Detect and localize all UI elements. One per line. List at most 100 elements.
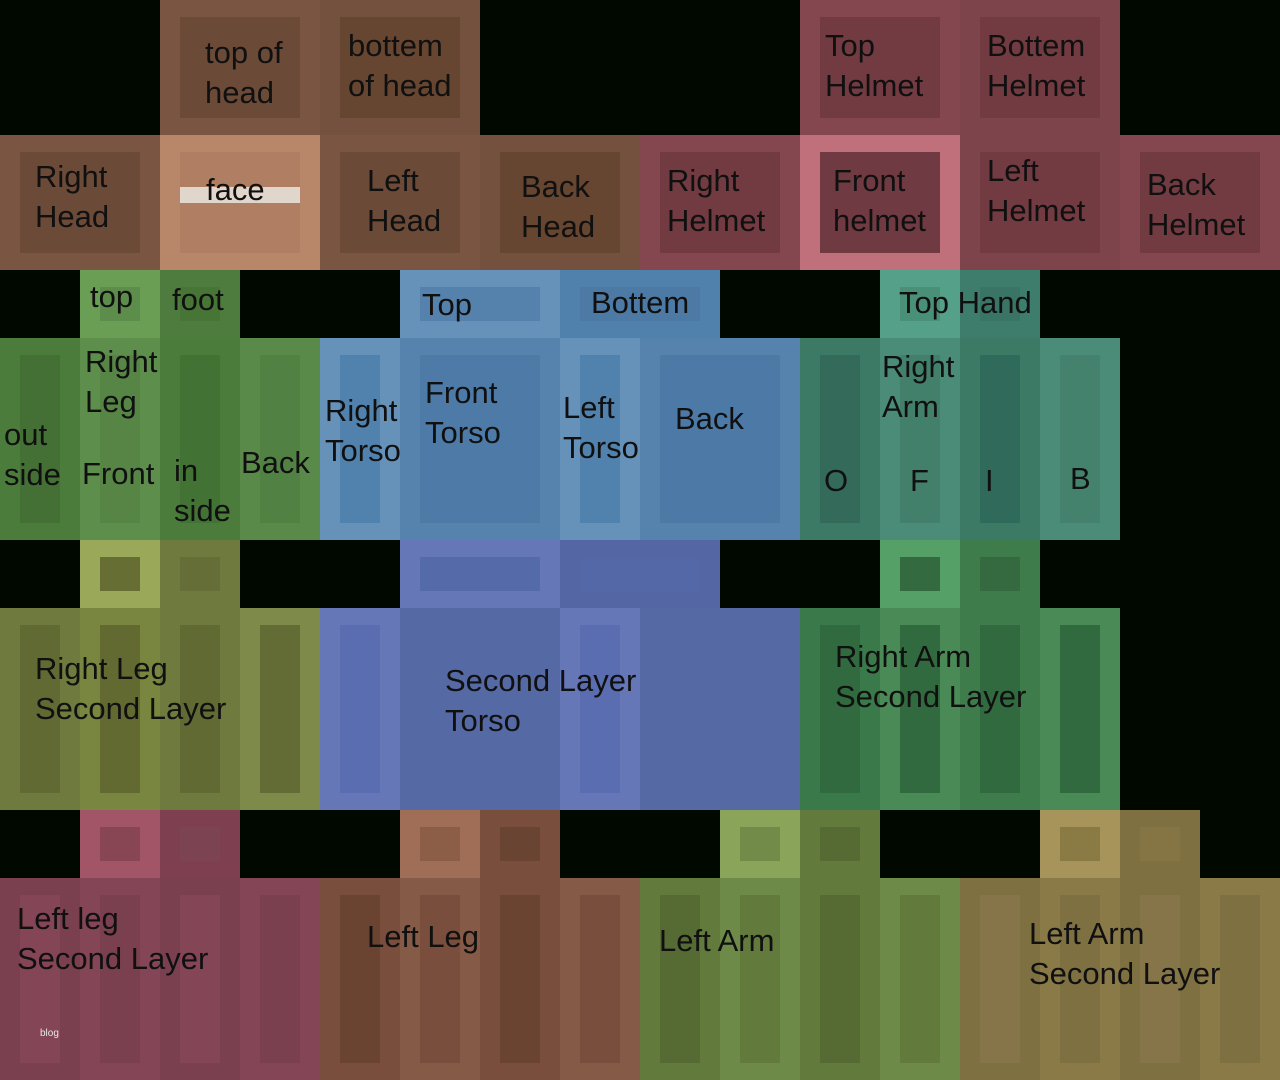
region-left-arm-front [720,878,800,1080]
region-left-arm-back [880,878,960,1080]
region-left-arm-2-inside-inner [1140,895,1180,1063]
region-right-arm-2-outside-inner [820,625,860,793]
region-right-leg-2-top-inner [100,557,140,591]
region-head-right-inner [20,152,140,253]
region-right-arm-outside [800,338,880,540]
region-head-right [0,135,160,270]
label-arm-front: F [910,463,929,498]
region-right-arm-2-outside [800,608,880,810]
region-left-arm-2-front-inner [1060,895,1100,1063]
region-right-leg-2-front-inner [100,625,140,793]
region-right-leg-2-inside [160,608,240,810]
region-helmet-top [800,0,960,135]
label-back-head: Back Head [521,169,596,244]
label-right-arm-second-layer: Right Arm Second Layer [835,639,1027,714]
label-top-of-head: top of head [205,35,283,110]
label-left-arm-second-layer: Left Arm Second Layer [1029,916,1221,991]
region-left-arm-hand-inner [820,827,860,861]
region-torso-2-back [640,608,800,810]
label-arm-inside: I [985,463,994,498]
region-left-leg-outside [320,878,400,1080]
region-left-leg-top-inner [420,827,460,861]
region-left-arm-inside-inner [820,895,860,1063]
region-right-leg-2-foot [160,540,240,608]
region-torso-bottom [560,270,720,338]
region-head-bottom [320,0,480,135]
region-left-arm-back-inner [900,895,940,1063]
region-left-arm-2-outside [960,878,1040,1080]
label-bottom-of-head: bottem of head [348,28,452,103]
region-torso-2-back-inner [660,625,780,793]
label-front-torso: Front Torso [425,375,501,450]
region-right-arm-2-back [1040,608,1120,810]
region-right-arm-2-inside-inner [980,625,1020,793]
region-left-leg-2-foot-inner [180,827,220,861]
region-right-arm-top-inner [900,287,940,321]
face-eye-band [180,187,300,203]
region-head-left [320,135,480,270]
region-torso-back-inner [660,355,780,523]
region-left-leg-2-inside [160,878,240,1080]
label-left-head: Left Head [367,163,442,238]
region-torso-front [400,338,560,540]
region-head-bottom-inner [340,17,460,118]
region-right-leg-2-front [80,608,160,810]
region-helmet-right-inner [660,152,780,253]
region-torso-right-inner [340,355,380,523]
label-leg-outside: out side [4,417,61,492]
region-right-arm-back-inner [1060,355,1100,523]
region-right-arm-2-back-inner [1060,625,1100,793]
region-left-leg-front-inner [420,895,460,1063]
region-left-leg-back [560,878,640,1080]
region-torso-top [400,270,560,338]
label-leg-front: Front [82,456,155,491]
region-left-arm-2-back [1200,878,1280,1080]
region-right-arm-inside [960,338,1040,540]
region-right-leg-back [240,338,320,540]
region-left-leg-2-outside-inner [20,895,60,1063]
label-right-head: Right Head [35,159,110,234]
label-back-helmet: Back Helmet [1147,167,1246,242]
region-head-top [160,0,320,135]
region-left-arm-2-top-inner [1060,827,1100,861]
region-torso-2-left-inner [580,625,620,793]
region-right-arm-2-front-inner [900,625,940,793]
region-torso-2-front-inner [420,625,540,793]
region-left-arm-outside-inner [660,895,700,1063]
region-right-arm-front [880,338,960,540]
region-right-leg-front [80,338,160,540]
region-right-leg-foot-inner [180,287,220,321]
region-torso-left [560,338,640,540]
region-left-arm-2-hand-inner [1140,827,1180,861]
region-right-arm-2-hand [960,540,1040,608]
region-right-leg-outside [0,338,80,540]
region-left-arm-2-inside [1120,878,1200,1080]
region-torso-right [320,338,400,540]
label-back-torso: Back [675,401,744,436]
region-right-arm-2-inside [960,608,1040,810]
region-right-arm-top [880,270,960,338]
region-helmet-left-inner [980,152,1100,253]
region-right-leg-2-inside-inner [180,625,220,793]
region-torso-front-inner [420,355,540,523]
label-left-helmet: Left Helmet [987,153,1086,228]
region-helmet-left [960,135,1120,270]
region-torso-2-top [400,540,560,608]
region-torso-top-inner [420,287,540,321]
region-left-leg-front [400,878,480,1080]
region-right-arm-2-top-inner [900,557,940,591]
label-left-leg: Left Leg [367,919,480,954]
region-right-leg-back-inner [260,355,300,523]
label-left-torso: Left Torso [563,390,639,465]
region-left-arm-hand [800,810,880,878]
region-left-leg-back-inner [580,895,620,1063]
region-right-leg-2-outside-inner [20,625,60,793]
region-torso-2-left [560,608,640,810]
region-helmet-bottom [960,0,1120,135]
region-left-leg-outside-inner [340,895,380,1063]
region-left-leg-2-front [80,878,160,1080]
region-head-back-inner [500,152,620,253]
region-helmet-back [1120,135,1280,270]
label-arm-outside: O [824,463,849,498]
region-torso-2-right [320,608,400,810]
